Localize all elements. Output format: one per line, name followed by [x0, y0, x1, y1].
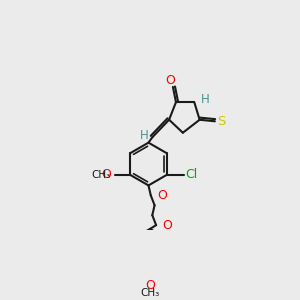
Text: O: O: [101, 168, 111, 181]
Text: O: O: [162, 219, 172, 232]
Text: H: H: [201, 93, 209, 106]
Text: H: H: [140, 129, 148, 142]
Text: O: O: [157, 189, 167, 202]
Text: CH₃: CH₃: [91, 170, 111, 180]
Text: Cl: Cl: [185, 168, 197, 181]
Text: O: O: [145, 279, 155, 292]
Text: S: S: [218, 115, 226, 128]
Text: CH₃: CH₃: [140, 288, 160, 298]
Text: O: O: [166, 74, 176, 86]
